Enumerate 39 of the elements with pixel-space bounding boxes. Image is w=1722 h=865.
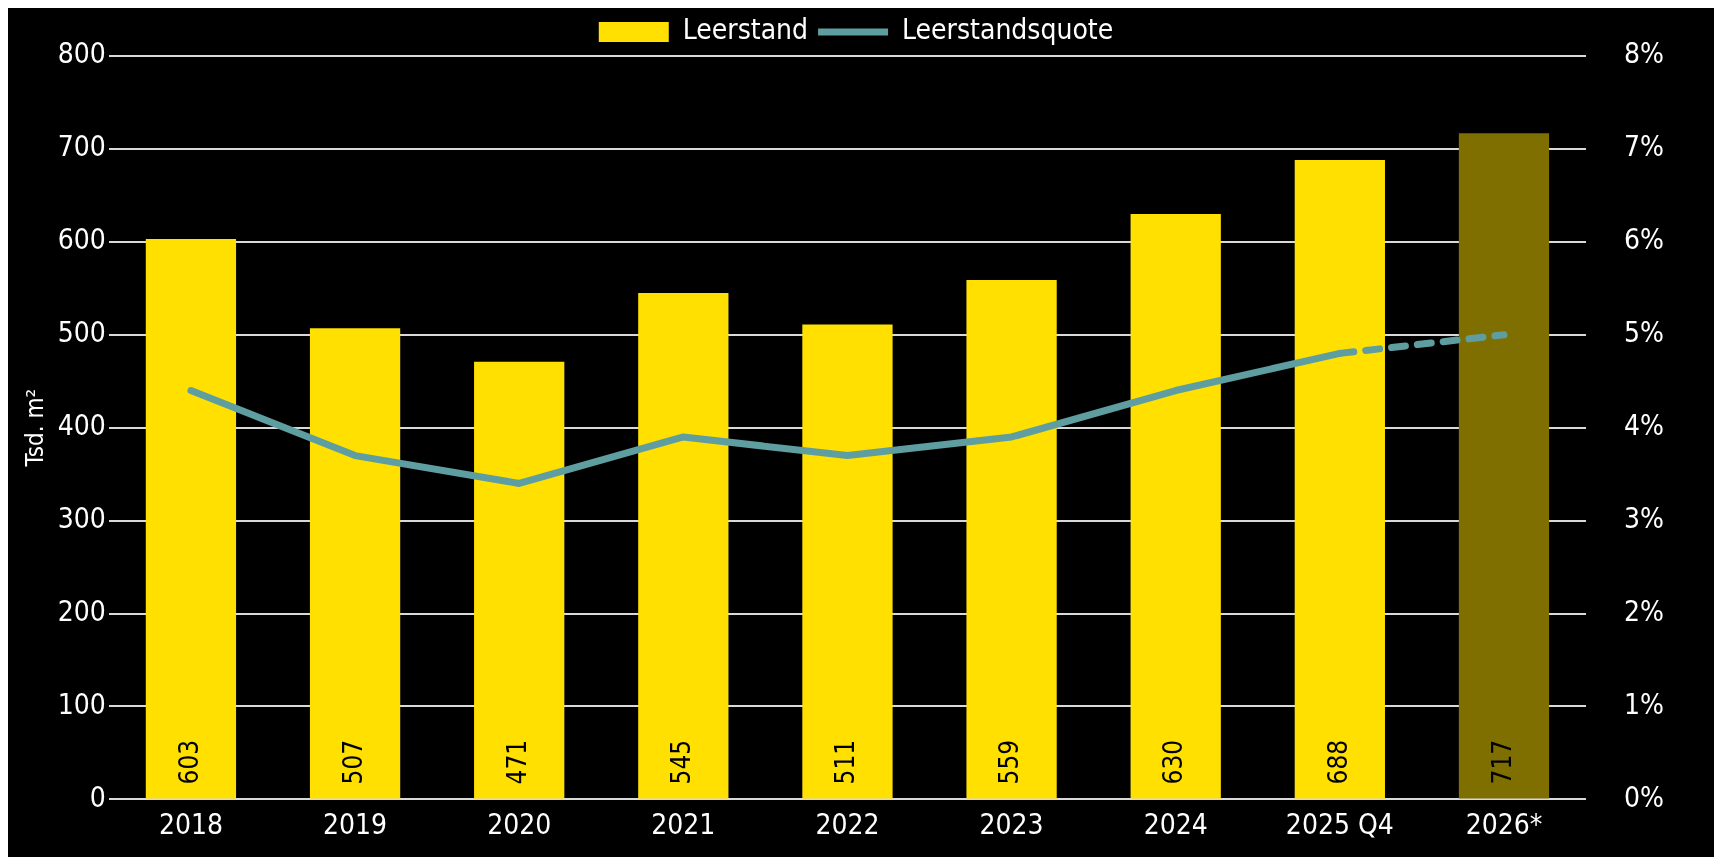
data-label: 559 xyxy=(994,739,1025,785)
data-label: 507 xyxy=(337,739,368,785)
y2-tick-label: 5% xyxy=(1624,316,1665,350)
y-tick-label: 600 xyxy=(57,223,106,257)
data-label: 717 xyxy=(1486,739,1517,785)
y2-tick-label: 3% xyxy=(1624,501,1665,535)
x-tick-label: 2025 Q4 xyxy=(1285,808,1394,842)
data-label: 511 xyxy=(830,739,861,785)
x-tick-label: 2020 xyxy=(487,808,552,842)
y2-tick-label: 0% xyxy=(1624,780,1665,814)
x-tick-label: 2019 xyxy=(323,808,388,842)
x-tick-label: 2021 xyxy=(651,808,716,842)
data-label: 630 xyxy=(1158,739,1189,785)
y2-tick-label: 2% xyxy=(1624,594,1665,628)
y-tick-label: 500 xyxy=(57,316,106,350)
y-tick-label: 200 xyxy=(57,594,106,628)
x-tick-label: 2024 xyxy=(1143,808,1208,842)
y-tick-label: 0 xyxy=(89,780,106,814)
y2-tick-label: 8% xyxy=(1624,37,1665,71)
y2-tick-label: 1% xyxy=(1624,687,1665,721)
data-label: 471 xyxy=(501,739,532,785)
x-tick-label: 2026* xyxy=(1465,808,1543,842)
y-tick-label: 800 xyxy=(57,37,106,71)
legend-label: Leerstand xyxy=(682,13,809,47)
data-label: 688 xyxy=(1322,739,1353,785)
x-tick-label: 2018 xyxy=(158,808,223,842)
y2-tick-label: 6% xyxy=(1624,223,1665,257)
x-tick-label: 2022 xyxy=(815,808,880,842)
y2-tick-label: 4% xyxy=(1624,408,1665,442)
y-tick-label: 400 xyxy=(57,408,106,442)
y-tick-label: 700 xyxy=(57,130,106,164)
data-label: 603 xyxy=(173,739,204,785)
y-tick-label: 300 xyxy=(57,501,106,535)
y2-tick-label: 7% xyxy=(1624,130,1665,164)
y-tick-label: 100 xyxy=(57,687,106,721)
y-axis-title: Tsd. m² xyxy=(20,388,49,468)
legend-label: Leerstandsquote xyxy=(902,13,1114,47)
x-tick-label: 2023 xyxy=(979,808,1044,842)
data-label: 545 xyxy=(666,739,697,785)
